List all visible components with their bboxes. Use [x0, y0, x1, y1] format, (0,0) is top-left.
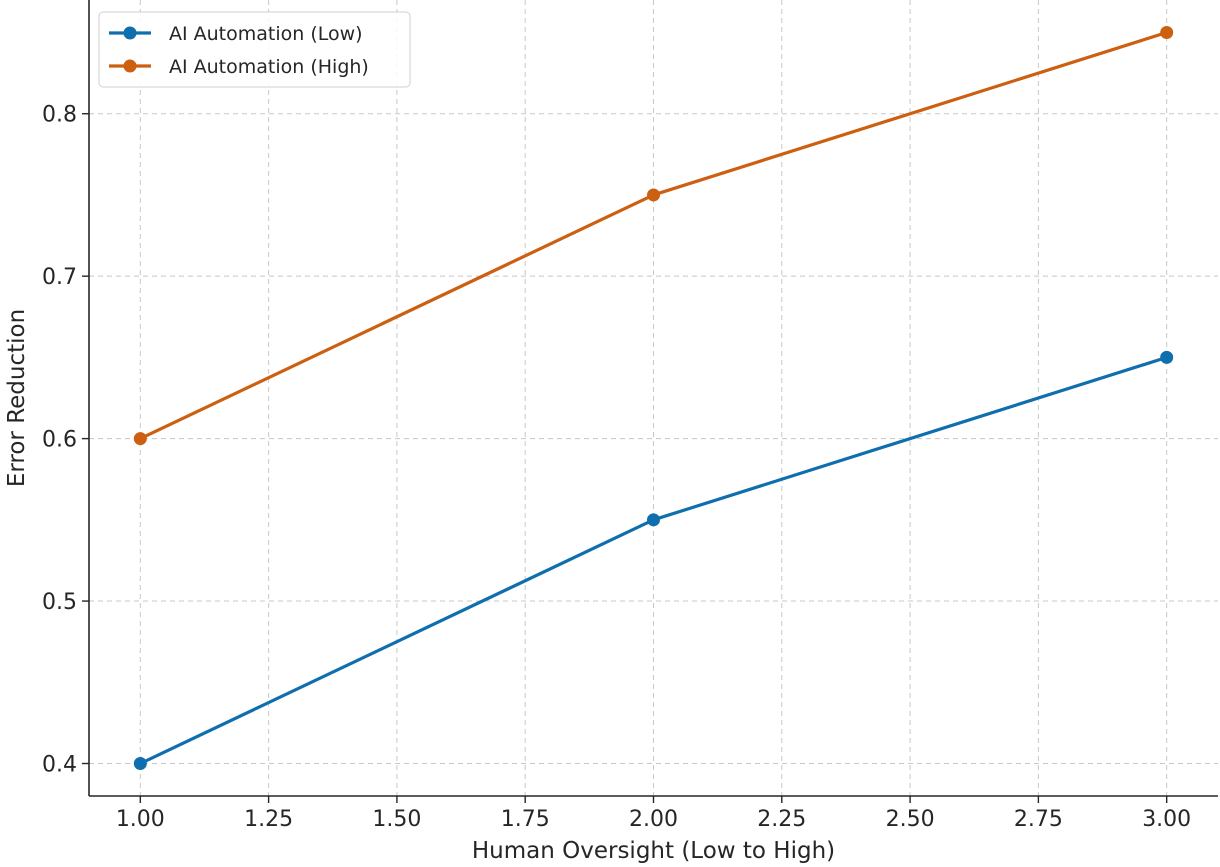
- x-tick-label: 3.00: [1142, 807, 1191, 832]
- grid: [89, 0, 1218, 796]
- legend-swatch-marker: [123, 26, 137, 40]
- y-tick-label: 0.8: [42, 103, 77, 128]
- y-axis-label: Error Reduction: [4, 309, 30, 487]
- data-point: [133, 432, 147, 446]
- legend: AI Automation (Low) AI Automation (High): [98, 11, 411, 88]
- legend-label: AI Automation (Low): [169, 23, 363, 45]
- x-tick-label: 2.50: [886, 807, 935, 832]
- legend-swatch-marker: [123, 59, 137, 73]
- x-tick-label: 1.75: [501, 807, 550, 832]
- x-tick-label: 2.00: [629, 807, 678, 832]
- y-tick-label: 0.5: [42, 590, 77, 615]
- x-tick-label: 1.50: [372, 807, 421, 832]
- data-point: [1160, 25, 1174, 39]
- legend-box: [98, 11, 411, 88]
- y-tick-label: 0.7: [42, 265, 77, 290]
- series-lines: [133, 25, 1174, 771]
- y-tick-label: 0.4: [42, 753, 77, 778]
- legend-item: AI Automation (Low): [109, 23, 363, 45]
- series-low: [133, 350, 1174, 771]
- data-point: [647, 188, 660, 202]
- data-point: [1160, 350, 1174, 364]
- x-tick-label: 2.75: [1014, 807, 1063, 832]
- data-point: [647, 513, 660, 527]
- y-tick-label: 0.6: [42, 428, 77, 453]
- series-high: [133, 25, 1174, 446]
- x-tick-label: 1.25: [244, 807, 293, 832]
- x-tick-label: 1.00: [116, 807, 165, 832]
- tick-labels: 1.00 1.25 1.50 1.75 2.00 2.25 2.50 2.75 3.00 0.4 0…: [42, 103, 1191, 832]
- x-tick-label: 2.25: [757, 807, 806, 832]
- x-axis-label: Human Oversight (Low to High): [472, 838, 835, 864]
- legend-item: AI Automation (High): [109, 56, 369, 78]
- legend-label: AI Automation (High): [169, 56, 369, 78]
- data-point: [133, 757, 147, 771]
